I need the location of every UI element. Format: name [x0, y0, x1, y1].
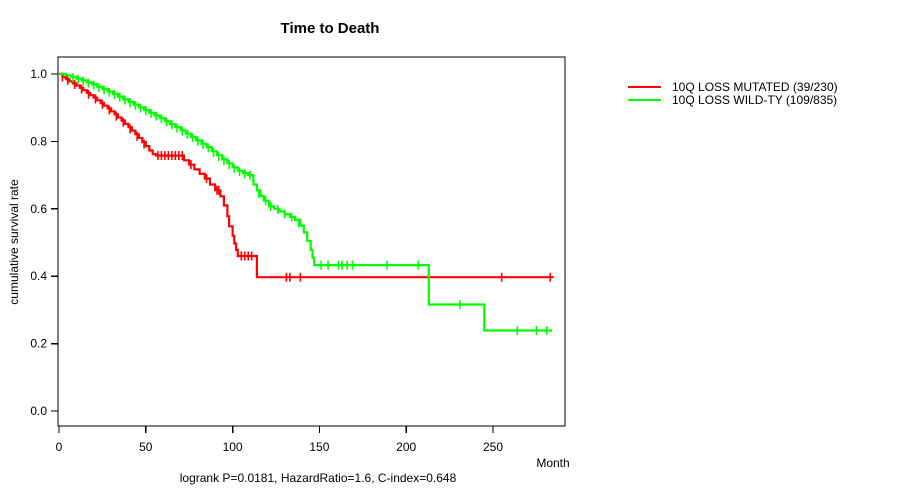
x-tick-label: 0: [56, 440, 63, 454]
chart-title: Time to Death: [280, 20, 380, 37]
x-tick-label: 200: [396, 440, 416, 454]
legend-line-sample-green: [628, 98, 661, 101]
plot-frame: [57, 56, 566, 427]
y-tick-label: 0.0: [30, 404, 47, 418]
legend-label-wildtype: 10Q LOSS WILD-TY (109/835): [672, 92, 838, 107]
y-tick-label: 0.6: [30, 202, 47, 216]
legend-line-sample-red: [628, 85, 661, 88]
legend-item-mutated: 10Q LOSS MUTATED (39/230): [628, 79, 838, 94]
x-axis-label: Month: [536, 456, 570, 470]
legend-item-wildtype: 10Q LOSS WILD-TY (109/835): [628, 92, 838, 107]
y-tick-label: 1.0: [30, 67, 47, 81]
x-tick-label: 150: [309, 440, 329, 454]
km-curve-wildtype: [59, 72, 552, 332]
x-tick-label: 50: [139, 440, 153, 454]
y-tick-label: 0.4: [30, 269, 47, 283]
stats-annotation: logrank P=0.0181, HazardRatio=1.6, C-ind…: [179, 471, 457, 485]
y-tick-label: 0.2: [30, 337, 47, 351]
x-tick-label: 100: [223, 440, 243, 454]
x-tick-label: 250: [483, 440, 503, 454]
y-tick-label: 0.8: [30, 134, 47, 148]
legend-label-mutated: 10Q LOSS MUTATED (39/230): [672, 79, 838, 94]
y-axis-label: cumulative survival rate: [7, 179, 21, 305]
legend: 10Q LOSS MUTATED (39/230) 10Q LOSS WILD-…: [628, 79, 838, 107]
